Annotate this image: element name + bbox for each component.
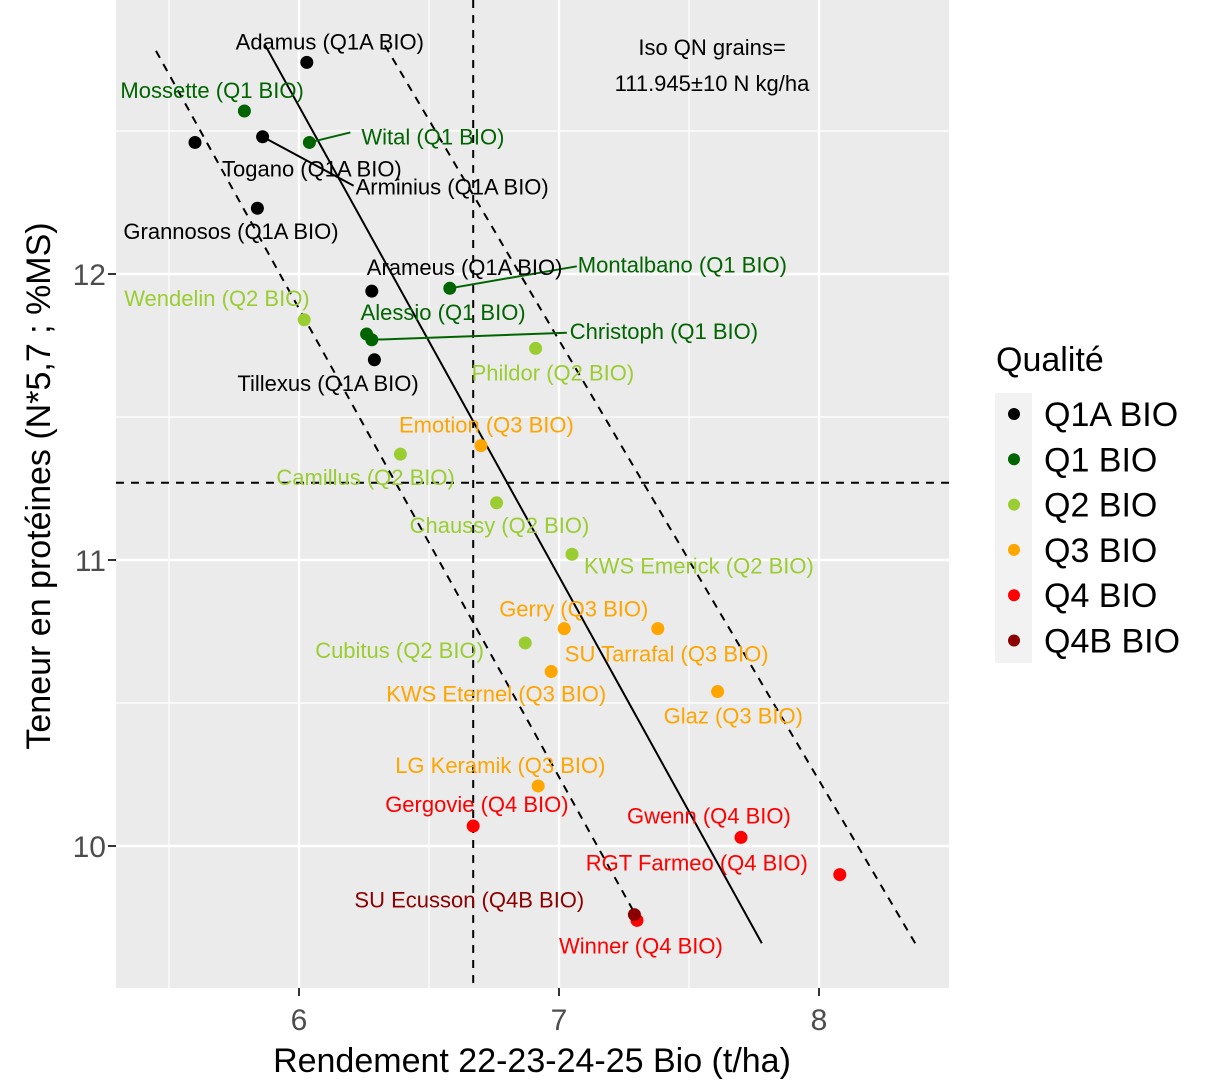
point-label: Wital (Q1 BIO) — [361, 124, 504, 149]
label-leader — [262, 135, 355, 187]
data-point — [365, 333, 379, 347]
y-tick-label: 12 — [73, 259, 106, 292]
data-point — [651, 622, 665, 636]
legend-label: Q4B BIO — [1044, 623, 1180, 661]
annotation-line-1: Iso QN grains= — [638, 35, 785, 60]
legend-title: Qualité — [996, 341, 1104, 379]
point-label: Arameus (Q1A BIO) — [367, 255, 563, 280]
legend-label: Q3 BIO — [1044, 532, 1157, 570]
legend-label: Q1 BIO — [1044, 441, 1157, 479]
data-point — [300, 55, 314, 69]
point-label: Chaussy (Q2 BIO) — [410, 513, 590, 538]
legend-key — [1008, 589, 1020, 602]
grid-minor — [116, 0, 949, 988]
legend-key-background — [995, 393, 1032, 663]
point-label: LG Keramik (Q3 BIO) — [395, 753, 605, 778]
point-label: Winner (Q4 BIO) — [559, 933, 723, 958]
data-point — [367, 353, 381, 367]
data-points — [188, 55, 847, 927]
data-point — [529, 341, 543, 355]
data-point — [188, 135, 202, 149]
point-label: Montalbano (Q1 BIO) — [578, 252, 787, 277]
point-label: KWS Emerick (Q2 BIO) — [584, 553, 814, 578]
y-tick-label: 10 — [73, 831, 106, 864]
data-point — [237, 104, 251, 118]
point-label: Adamus (Q1A BIO) — [236, 29, 424, 54]
mean-lines — [116, 0, 949, 988]
point-label: Gerry (Q3 BIO) — [499, 597, 648, 622]
data-point — [297, 313, 311, 327]
legend-label: Q4 BIO — [1044, 577, 1157, 615]
point-labels: Adamus (Q1A BIO) Togano (Q1A BIO)Arminius… — [120, 29, 813, 958]
point-label: Christoph (Q1 BIO) — [570, 319, 758, 344]
data-point — [711, 685, 725, 699]
data-point — [250, 201, 264, 215]
point-label: Gwenn (Q4 BIO) — [627, 803, 791, 828]
x-tick-label: 7 — [551, 1004, 568, 1037]
iso-curves — [155, 44, 917, 944]
iso-curve-solid — [264, 44, 763, 944]
data-point — [474, 439, 488, 453]
iso-curve-dashed — [155, 50, 638, 918]
data-point — [256, 130, 270, 144]
legend-key — [1008, 634, 1020, 647]
legend-key — [1008, 543, 1020, 556]
data-point — [518, 636, 532, 650]
legend-items: Q1A BIO Q1 BIO Q2 BIO Q3 BIO Q4 BIO Q4B BIO — [1008, 396, 1180, 661]
point-label: Tillexus (Q1A BIO) — [237, 371, 418, 396]
data-point — [365, 284, 379, 298]
data-point — [531, 779, 545, 793]
label-leader — [309, 131, 351, 144]
legend-label: Q2 BIO — [1044, 487, 1157, 525]
point-label: Arminius (Q1A BIO) — [356, 175, 549, 200]
data-point — [627, 908, 641, 922]
point-label: SU Ecusson (Q4B BIO) — [354, 888, 584, 913]
x-tick-label: 6 — [291, 1004, 308, 1037]
point-label: Phildor (Q2 BIO) — [472, 360, 635, 385]
label-leader — [371, 331, 567, 341]
data-point — [393, 447, 407, 461]
y-axis-title: Teneur en protéines (N*5,7 ; %MS) — [20, 222, 58, 749]
legend-key — [1008, 453, 1020, 466]
point-label: SU Tarrafal (Q3 BIO) — [565, 642, 769, 667]
data-point — [443, 281, 457, 295]
legend-key — [1008, 498, 1020, 511]
point-label: Emotion (Q3 BIO) — [399, 413, 574, 438]
data-point — [734, 830, 748, 844]
point-label: Gergovie (Q4 BIO) — [385, 792, 568, 817]
point-label: Togano (Q1A BIO) — [222, 156, 402, 181]
point-label: KWS Eternel (Q3 BIO) — [386, 682, 606, 707]
plot-panel — [116, 0, 949, 988]
data-point — [466, 819, 480, 833]
point-label: Cubitus (Q2 BIO) — [315, 638, 484, 663]
point-label: Alessio (Q1 BIO) — [361, 300, 526, 325]
axes: 6 7 8 10 11 12 — [73, 259, 828, 1037]
label-leader — [449, 265, 577, 290]
data-point — [544, 665, 558, 679]
point-label: Wendelin (Q2 BIO) — [124, 286, 309, 311]
x-tick-label: 8 — [811, 1004, 828, 1037]
annotation-line-2: 111.945±10 N kg/ha — [615, 71, 810, 96]
point-label: RGT Farmeo (Q4 BIO) — [586, 851, 808, 876]
legend-key — [1008, 408, 1020, 420]
y-tick-label: 11 — [75, 545, 106, 578]
point-label: Grannosos (Q1A BIO) — [123, 219, 338, 244]
data-point — [557, 622, 571, 636]
data-point — [302, 135, 316, 149]
data-point — [833, 868, 847, 882]
legend-label: Q1A BIO — [1044, 396, 1178, 434]
data-point — [490, 496, 504, 510]
point-label: Mossette (Q1 BIO) — [120, 78, 303, 103]
x-axis-title: Rendement 22-23-24-25 Bio (t/ha) — [273, 1042, 791, 1080]
data-point — [565, 547, 579, 561]
label-leaders — [262, 131, 577, 341]
point-label: Camillus (Q2 BIO) — [276, 465, 454, 490]
point-label: Glaz (Q3 BIO) — [664, 704, 803, 729]
